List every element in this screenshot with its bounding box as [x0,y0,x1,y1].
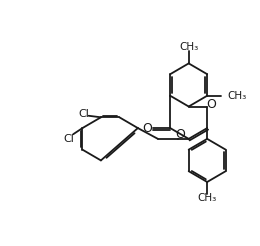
Text: O: O [175,128,185,141]
Text: Cl: Cl [63,134,74,144]
Text: CH₃: CH₃ [227,91,246,101]
Text: CH₃: CH₃ [179,42,198,52]
Text: CH₃: CH₃ [198,193,217,203]
Text: O: O [142,122,152,135]
Text: O: O [206,98,216,111]
Text: Cl: Cl [79,109,89,119]
